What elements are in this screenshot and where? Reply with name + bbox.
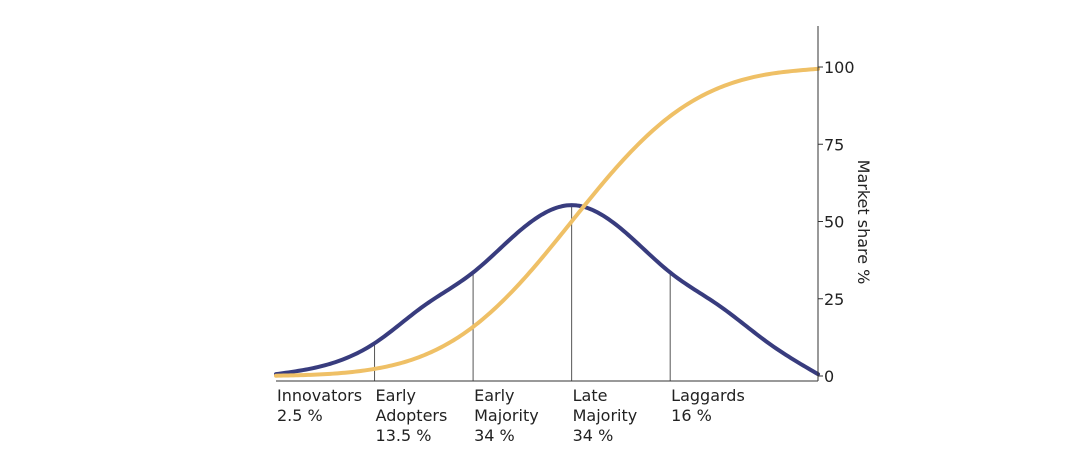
y-tick-label: 100 bbox=[824, 58, 855, 77]
category-name: Laggards bbox=[671, 386, 745, 405]
market-share-curve bbox=[274, 66, 820, 378]
curves-layer bbox=[274, 66, 820, 378]
y-tick-label: 0 bbox=[824, 367, 834, 386]
category-percent: 13.5 % bbox=[376, 426, 432, 445]
y-tick-label: 75 bbox=[824, 135, 844, 154]
category-percent: 34 % bbox=[474, 426, 515, 445]
category-name: Adopters bbox=[376, 406, 448, 425]
dividers-layer bbox=[374, 205, 671, 381]
category-percent: 16 % bbox=[671, 406, 712, 425]
y-axis-title: Market share % bbox=[854, 160, 873, 285]
y-tick-label: 25 bbox=[824, 290, 844, 309]
category-name: Early bbox=[474, 386, 514, 405]
category-percent: 2.5 % bbox=[277, 406, 323, 425]
category-name: Late bbox=[573, 386, 608, 405]
category-name: Early bbox=[376, 386, 416, 405]
adoption-curve bbox=[274, 203, 820, 377]
ticks-layer: 0 25 50 75 100 bbox=[818, 58, 855, 386]
category-name: Innovators bbox=[277, 386, 362, 405]
y-tick-label: 50 bbox=[824, 213, 844, 232]
category-percent: 34 % bbox=[573, 426, 614, 445]
axes-layer bbox=[276, 26, 819, 382]
category-name: Majority bbox=[573, 406, 638, 425]
category-name: Majority bbox=[474, 406, 539, 425]
